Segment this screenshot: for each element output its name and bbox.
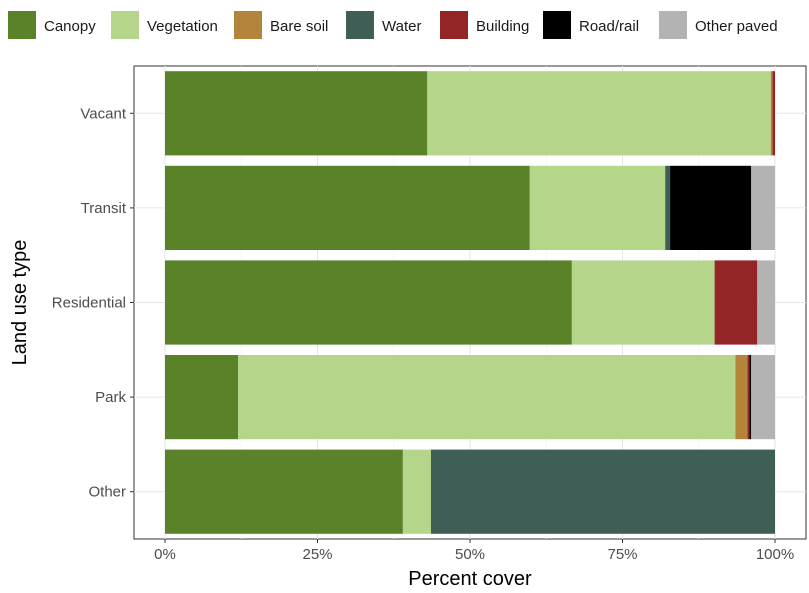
y-tick-label: Other — [88, 484, 126, 501]
x-tick-label: 25% — [302, 546, 332, 563]
y-tick-label: Transit — [81, 200, 127, 217]
legend-item: Water — [346, 11, 421, 39]
x-axis-title: Percent cover — [408, 568, 532, 590]
bar-segment — [571, 260, 715, 345]
legend-key — [234, 11, 262, 39]
bar-segment — [749, 355, 752, 440]
bar-segment — [757, 260, 775, 345]
bar-segment — [670, 165, 752, 250]
bar-segment — [238, 355, 736, 440]
legend-item: Canopy — [8, 11, 96, 39]
x-tick-label: 50% — [455, 546, 485, 563]
bar-segment — [402, 449, 431, 534]
y-axis: Vacant Transit Residential Park Other — [52, 105, 134, 501]
bar-segment — [735, 355, 748, 440]
y-axis-title: Land use type — [9, 240, 31, 366]
legend-item: Vegetation — [111, 11, 218, 39]
bar-segment — [747, 355, 750, 440]
legend-item: Building — [440, 11, 529, 39]
y-tick-label: Vacant — [80, 105, 126, 122]
legend-label: Canopy — [44, 18, 96, 35]
legend-key — [543, 11, 571, 39]
legend: Canopy Vegetation Bare soil Water Building Ro… — [8, 11, 778, 39]
bar-segment — [770, 71, 773, 156]
legend-key — [440, 11, 468, 39]
bar-segment — [427, 71, 771, 156]
legend-label: Other paved — [695, 18, 778, 35]
x-tick-label: 100% — [756, 546, 794, 563]
legend-label: Building — [476, 18, 529, 35]
bar-segment — [165, 355, 239, 440]
legend-label: Water — [382, 18, 421, 35]
bar-segment — [165, 260, 572, 345]
bar-segment — [665, 165, 671, 250]
legend-label: Bare soil — [270, 18, 328, 35]
bar-segment — [430, 449, 775, 534]
legend-label: Vegetation — [147, 18, 218, 35]
bars — [165, 71, 775, 534]
legend-item: Other paved — [659, 11, 778, 39]
legend-key — [8, 11, 36, 39]
legend-item: Bare soil — [234, 11, 328, 39]
x-axis: 0% 25% 50% 75% 100% — [154, 539, 794, 563]
y-tick-label: Park — [95, 389, 126, 406]
legend-key — [111, 11, 139, 39]
bar-segment — [751, 355, 775, 440]
y-tick-label: Residential — [52, 295, 126, 312]
x-tick-label: 0% — [154, 546, 176, 563]
bar-segment — [165, 449, 403, 534]
bar-segment — [714, 260, 758, 345]
legend-key — [659, 11, 687, 39]
bar-segment — [165, 165, 530, 250]
legend-label: Road/rail — [579, 18, 639, 35]
legend-key — [346, 11, 374, 39]
x-tick-label: 75% — [607, 546, 637, 563]
legend-item: Road/rail — [543, 11, 639, 39]
bar-segment — [529, 165, 666, 250]
bar-segment — [165, 71, 428, 156]
bar-segment — [772, 71, 775, 156]
bar-segment — [751, 165, 775, 250]
